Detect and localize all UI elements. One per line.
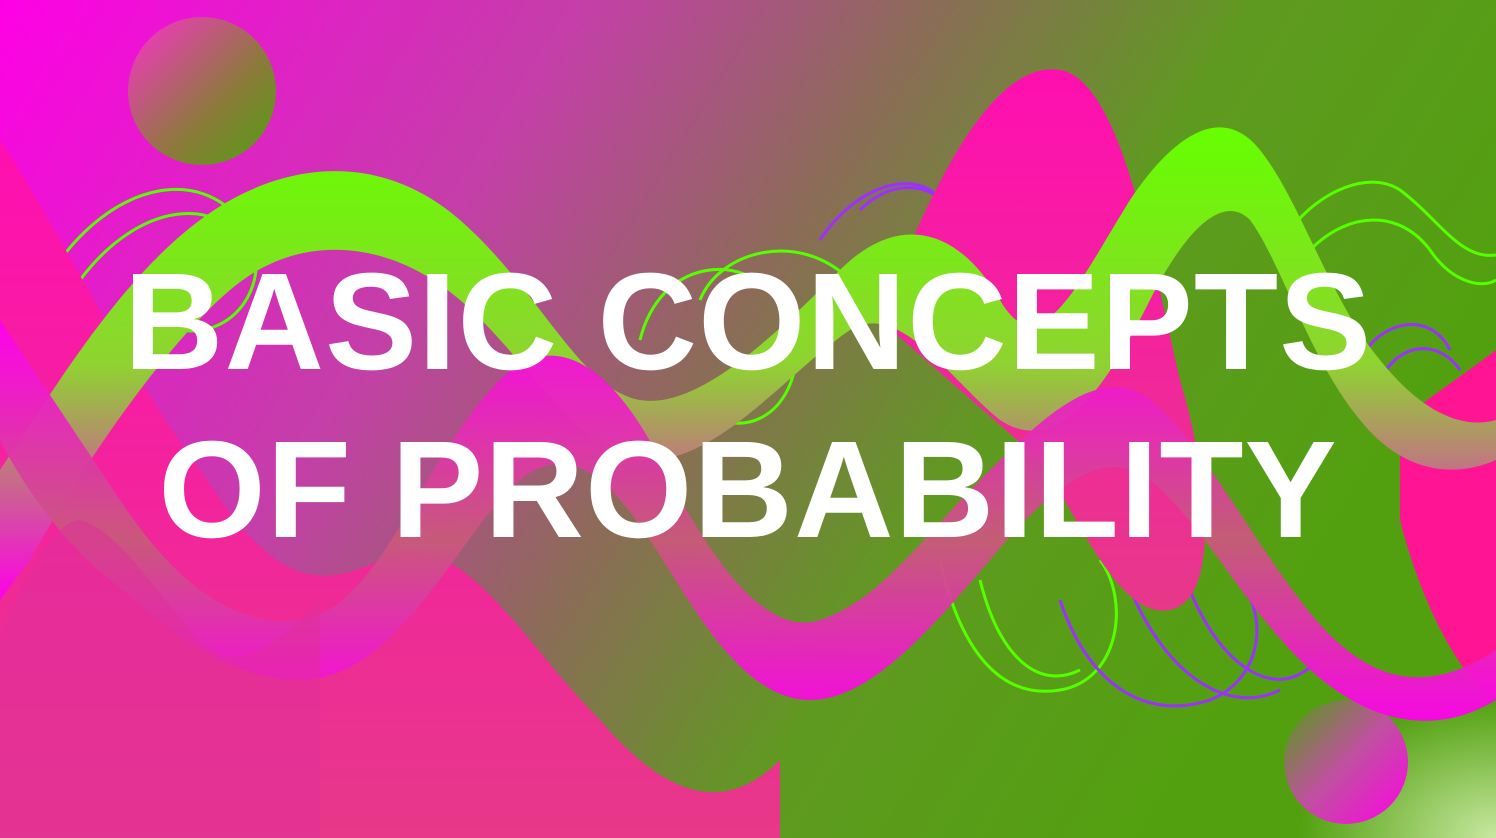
magenta-wave-bottom (0, 320, 1496, 721)
title-line-2: OF PROBABILITY (158, 413, 1338, 567)
pink-blob-lower-left (0, 520, 320, 838)
spiral-lines-center (638, 182, 1332, 708)
slide-title: BASIC CONCEPTS OF PROBABILITY (0, 238, 1496, 574)
decor-circle-bottom-right (1284, 700, 1408, 824)
decor-circle-top-left (128, 17, 276, 165)
title-line-1: BASIC CONCEPTS (123, 245, 1373, 399)
green-ribbon-wave (0, 127, 1496, 600)
